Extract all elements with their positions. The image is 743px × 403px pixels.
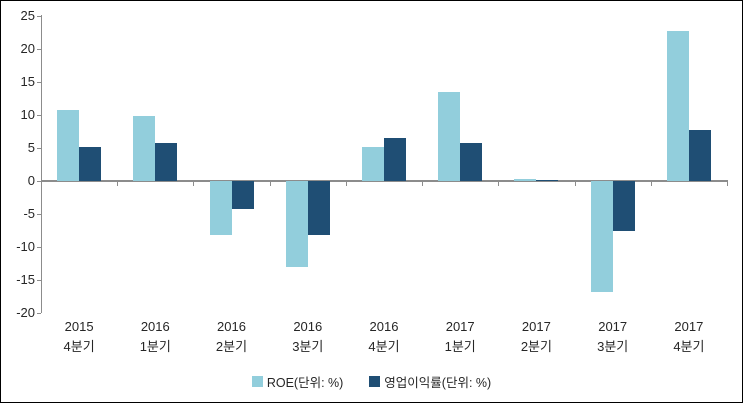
x-axis-tick [346,181,347,186]
legend-label-roe: ROE(단위: %) [266,376,344,390]
y-axis-tick-label: 5 [27,140,35,155]
x-axis-tick [575,181,576,186]
x-axis-tick [193,181,194,186]
y-axis-tick-label: -15 [16,272,35,287]
x-axis-category-label: 2017 2분기 [520,319,552,354]
bar-roe-2017-4분기 [666,30,689,181]
bar-opmargin-2015-4분기 [79,146,102,181]
legend-item-operating-margin: 영업이익률(단위: %) [369,372,491,391]
y-axis-tick-label: -5 [23,206,35,221]
legend: ROE(단위: %) 영업이익률(단위: %) [1,372,742,391]
y-axis-tick [37,16,41,17]
x-axis-tick [41,181,42,186]
x-axis-tick [117,181,118,186]
x-axis-tick [651,181,652,186]
operating-margin-legend-swatch-icon [369,376,381,387]
x-axis-category-label: 2016 2분기 [215,319,248,354]
y-axis-tick-label: -10 [16,239,35,254]
y-axis-line [41,15,42,313]
bar-opmargin-2016-1분기 [155,143,178,181]
y-axis-tick [37,214,41,215]
bar-opmargin-2017-1분기 [460,142,483,181]
bar-roe-2016-1분기 [133,115,156,181]
x-axis-tick [270,181,271,186]
bar-opmargin-2017-4분기 [688,130,711,181]
x-axis-category-label: 2016 4분기 [368,319,400,354]
y-axis-tick-label: 0 [27,173,35,188]
bar-opmargin-2016-3분기 [307,181,330,235]
x-axis-category-label: 2016 3분기 [292,319,324,354]
y-axis-tick-label: 10 [20,107,35,122]
x-axis-category-label: 2017 3분기 [597,319,629,354]
y-axis-tick [37,247,41,248]
y-axis-tick [37,115,41,116]
bar-roe-2017-1분기 [438,91,461,181]
roe-legend-swatch-icon [251,376,263,387]
bar-opmargin-2017-2분기 [536,179,559,181]
bar-roe-2016-3분기 [285,181,308,267]
bar-roe-2016-2분기 [209,181,232,236]
x-axis-category-label: 2017 1분기 [444,319,476,354]
bar-roe-2016-4분기 [362,147,384,181]
bar-opmargin-2017-3분기 [612,181,635,232]
bar-opmargin-2016-4분기 [384,138,406,181]
y-axis-tick [37,313,41,314]
legend-label-operating-margin: 영업이익률(단위: %) [384,376,492,390]
y-axis-tick [37,148,41,149]
bar-roe-2017-3분기 [590,181,613,292]
y-axis-tick-label: 15 [20,74,35,89]
y-axis-tick [37,181,41,182]
y-axis-tick [37,280,41,281]
x-axis-category-label: 2017 4분기 [673,319,705,354]
bar-roe-2017-2분기 [514,179,537,181]
x-axis-tick [498,181,499,186]
x-axis-category-label: 2016 1분기 [139,319,171,354]
x-axis-tick [422,181,423,186]
y-axis-tick-label: -20 [16,305,35,320]
y-axis-tick-label: 20 [20,41,35,56]
y-axis-tick [37,82,41,83]
x-axis-tick [727,181,728,186]
y-axis-tick-label: 25 [20,8,35,23]
x-axis-category-label: 2015 4분기 [63,319,95,354]
legend-item-roe: ROE(단위: %) [251,372,344,391]
bar-roe-2015-4분기 [57,109,80,181]
x-axis-zero-line [41,180,728,182]
y-axis-tick [37,49,41,50]
bar-opmargin-2016-2분기 [231,181,254,209]
